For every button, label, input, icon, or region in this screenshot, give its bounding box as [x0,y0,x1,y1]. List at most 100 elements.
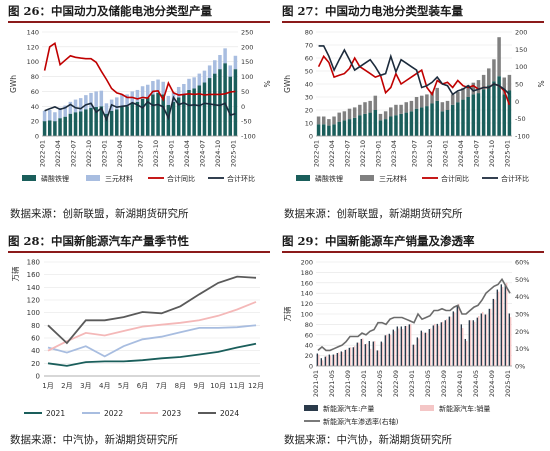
bar [318,354,320,366]
bar [192,88,196,136]
y2-tick-label: 250 [241,29,253,37]
bar [494,299,496,366]
panel-fig29: 图 29：中国新能源车产销量及渗透率 0 20 40 60 80 100 120 140 160… [282,232,544,450]
bar [89,107,93,136]
y-tick-label: 10 [305,120,313,128]
bar [135,101,140,136]
bar [496,289,498,366]
bar [492,59,496,82]
bar [145,97,150,136]
bar [466,85,470,97]
bar [104,103,109,114]
bar [321,116,326,125]
bar [390,334,392,366]
y-tick-label: 40 [305,342,313,350]
bar [508,313,510,366]
bar [73,112,78,136]
bar [425,106,429,136]
bar [378,350,380,366]
bar [452,311,454,366]
legend-label: 2021 [46,409,65,418]
bar [492,81,496,136]
bar [471,94,476,136]
bar [373,110,378,136]
bar [322,360,324,366]
bar [456,305,458,366]
bar [342,120,347,136]
legend-label: 磷酸铁锂 [41,174,69,183]
bar [342,351,344,366]
x-tick-label: 2024-05 [472,370,480,397]
bar [233,69,238,136]
bar [435,87,439,101]
bar [218,69,222,136]
legend-label: 磷酸铁锂 [315,174,343,183]
x-tick-label: 2月 [61,382,72,390]
x-tick-label: 8月 [175,382,186,390]
legend-swatch [86,175,100,181]
bar [466,97,470,136]
bar [166,104,171,136]
y2-axis-unit: % [262,80,270,87]
y2-tick-label: -100 [515,133,530,141]
y-tick-label: 20 [305,352,313,360]
y-tick-label: 80 [31,73,39,81]
bar [507,74,512,91]
y-tick-label: 70 [305,42,313,50]
bar [321,124,326,136]
bar [89,92,93,108]
bar [406,325,408,366]
x-tick-label: 2022-05 [376,370,384,397]
bar [213,60,217,74]
y-tick-label: 100 [27,58,39,66]
panel-fig26: 图 26：中国动力及储能电池分类型产量 0 20 40 60 80 100 120 140 -1… [8,2,270,220]
bar [68,113,73,136]
bar [502,94,507,136]
y2-tick-label: 200 [241,43,253,51]
bar [445,110,450,136]
bar [434,323,436,366]
y2-tick-label: 40% [515,293,529,301]
x-tick-label: 2023-04 [390,140,398,167]
bar [476,93,481,136]
bar [402,329,404,366]
bar [53,112,57,122]
bar [482,311,484,366]
bar [446,319,448,366]
x-tick-label: 2021-05 [328,370,336,397]
bar [207,65,212,79]
bar [450,104,455,136]
y-tick-label: 160 [301,279,313,287]
x-tick-label: 2021-09 [344,370,352,397]
bar [342,111,347,121]
legend-label: 合计同比 [167,174,195,183]
bar [350,347,352,366]
y2-tick-label: 100 [241,73,253,81]
bar [398,328,400,366]
x-tick-label: 2024-10 [214,140,222,167]
y2-tick-label: -100 [241,133,256,141]
bar [394,331,396,366]
bar [440,111,445,136]
bar [462,328,464,366]
bar [135,89,140,102]
y-tick-label: 80 [31,322,40,330]
x-tick-label: 5月 [118,382,129,390]
bar [228,76,233,136]
bar [409,111,414,136]
series-line [47,275,257,345]
x-tick-label: 7月 [156,382,167,390]
y-tick-label: 60 [31,88,39,96]
bar [388,333,390,366]
y2-tick-label: 0 [515,98,519,106]
bar [419,95,424,108]
bar [436,323,438,366]
x-tick-label: 2023-07 [411,140,419,167]
bar [336,353,338,366]
bar [53,121,57,136]
panel-title: 图 29：中国新能源车产销量及渗透率 [282,234,475,248]
bar [461,87,465,100]
legend-swatch [22,175,36,181]
bar [487,68,491,86]
legend-swatch [296,175,310,181]
